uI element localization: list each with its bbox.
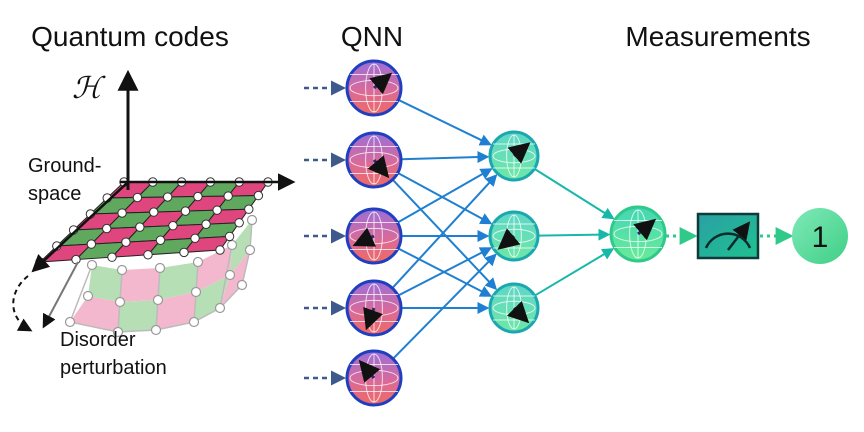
lattice-vertex <box>215 245 225 255</box>
meter-icon <box>696 212 760 260</box>
network-edge <box>392 253 497 360</box>
lattice-vertex <box>244 204 254 214</box>
input-node-5 <box>345 349 403 407</box>
y-axis <box>31 181 129 273</box>
network-edge <box>397 98 492 146</box>
lattice-vertex <box>107 252 117 262</box>
result-circle <box>792 208 848 264</box>
label-ground: Ground- <box>28 155 101 177</box>
lattice-vertex <box>86 239 97 249</box>
input-node-3 <box>345 207 403 265</box>
lattice-vertex <box>162 192 173 202</box>
label-disorder: Disorder <box>60 329 136 351</box>
network-edge <box>391 178 498 291</box>
lattice-vertex <box>190 233 200 244</box>
lattice-vertex <box>193 191 203 202</box>
lattice-vertex <box>180 206 191 216</box>
label-space: space <box>28 183 81 205</box>
lattice-vertex <box>253 190 264 201</box>
lattice-vertex <box>71 254 81 265</box>
title-qnn: QNN <box>341 21 403 52</box>
title-measurements: Measurements <box>625 21 810 52</box>
lattice-vertex <box>234 218 244 228</box>
lattice-vertex <box>155 235 166 245</box>
lattice-vertex <box>117 208 127 218</box>
network-edge <box>397 172 493 225</box>
perturbed-axis <box>42 261 79 329</box>
perturbation-arrow <box>12 275 33 332</box>
network-edge <box>400 151 490 164</box>
hidden-node-2 <box>488 210 540 262</box>
lattice-vertex <box>102 223 112 234</box>
title-quantum-codes: Quantum codes <box>31 21 229 52</box>
network-edge <box>391 174 498 289</box>
lattice-vertex <box>224 231 235 242</box>
disorder-perturbed-lattice <box>64 214 258 338</box>
lattice-vertex <box>179 247 189 258</box>
input-node-1 <box>345 59 403 117</box>
network-edge <box>533 167 615 220</box>
quantum-code-lattice: ℋ Ground- space Disorder perturbation <box>12 69 296 379</box>
lattice-vertex <box>135 222 145 232</box>
lattice-vertex <box>201 219 211 229</box>
lattice-vertex <box>212 205 222 215</box>
lattice-vertex <box>143 250 153 260</box>
output-node-1 <box>609 205 667 263</box>
lattice-vertex <box>132 192 143 203</box>
hilbert-space-symbol: ℋ <box>72 71 106 106</box>
qnn-network <box>300 59 667 407</box>
network-edge <box>397 247 493 297</box>
hidden-node-1 <box>488 130 540 182</box>
input-node-4 <box>345 279 403 337</box>
result-value: 1 <box>812 221 829 254</box>
lattice-vertex <box>121 237 131 247</box>
hidden-node-3 <box>488 282 540 334</box>
network-edge <box>537 228 611 241</box>
network-edge <box>534 248 615 297</box>
lattice-vertex <box>168 220 178 231</box>
lattice-vertex <box>223 191 233 201</box>
input-node-2 <box>345 131 403 189</box>
network-edge <box>396 168 493 224</box>
lattice-vertex <box>149 207 159 217</box>
label-perturbation: perturbation <box>60 357 167 379</box>
